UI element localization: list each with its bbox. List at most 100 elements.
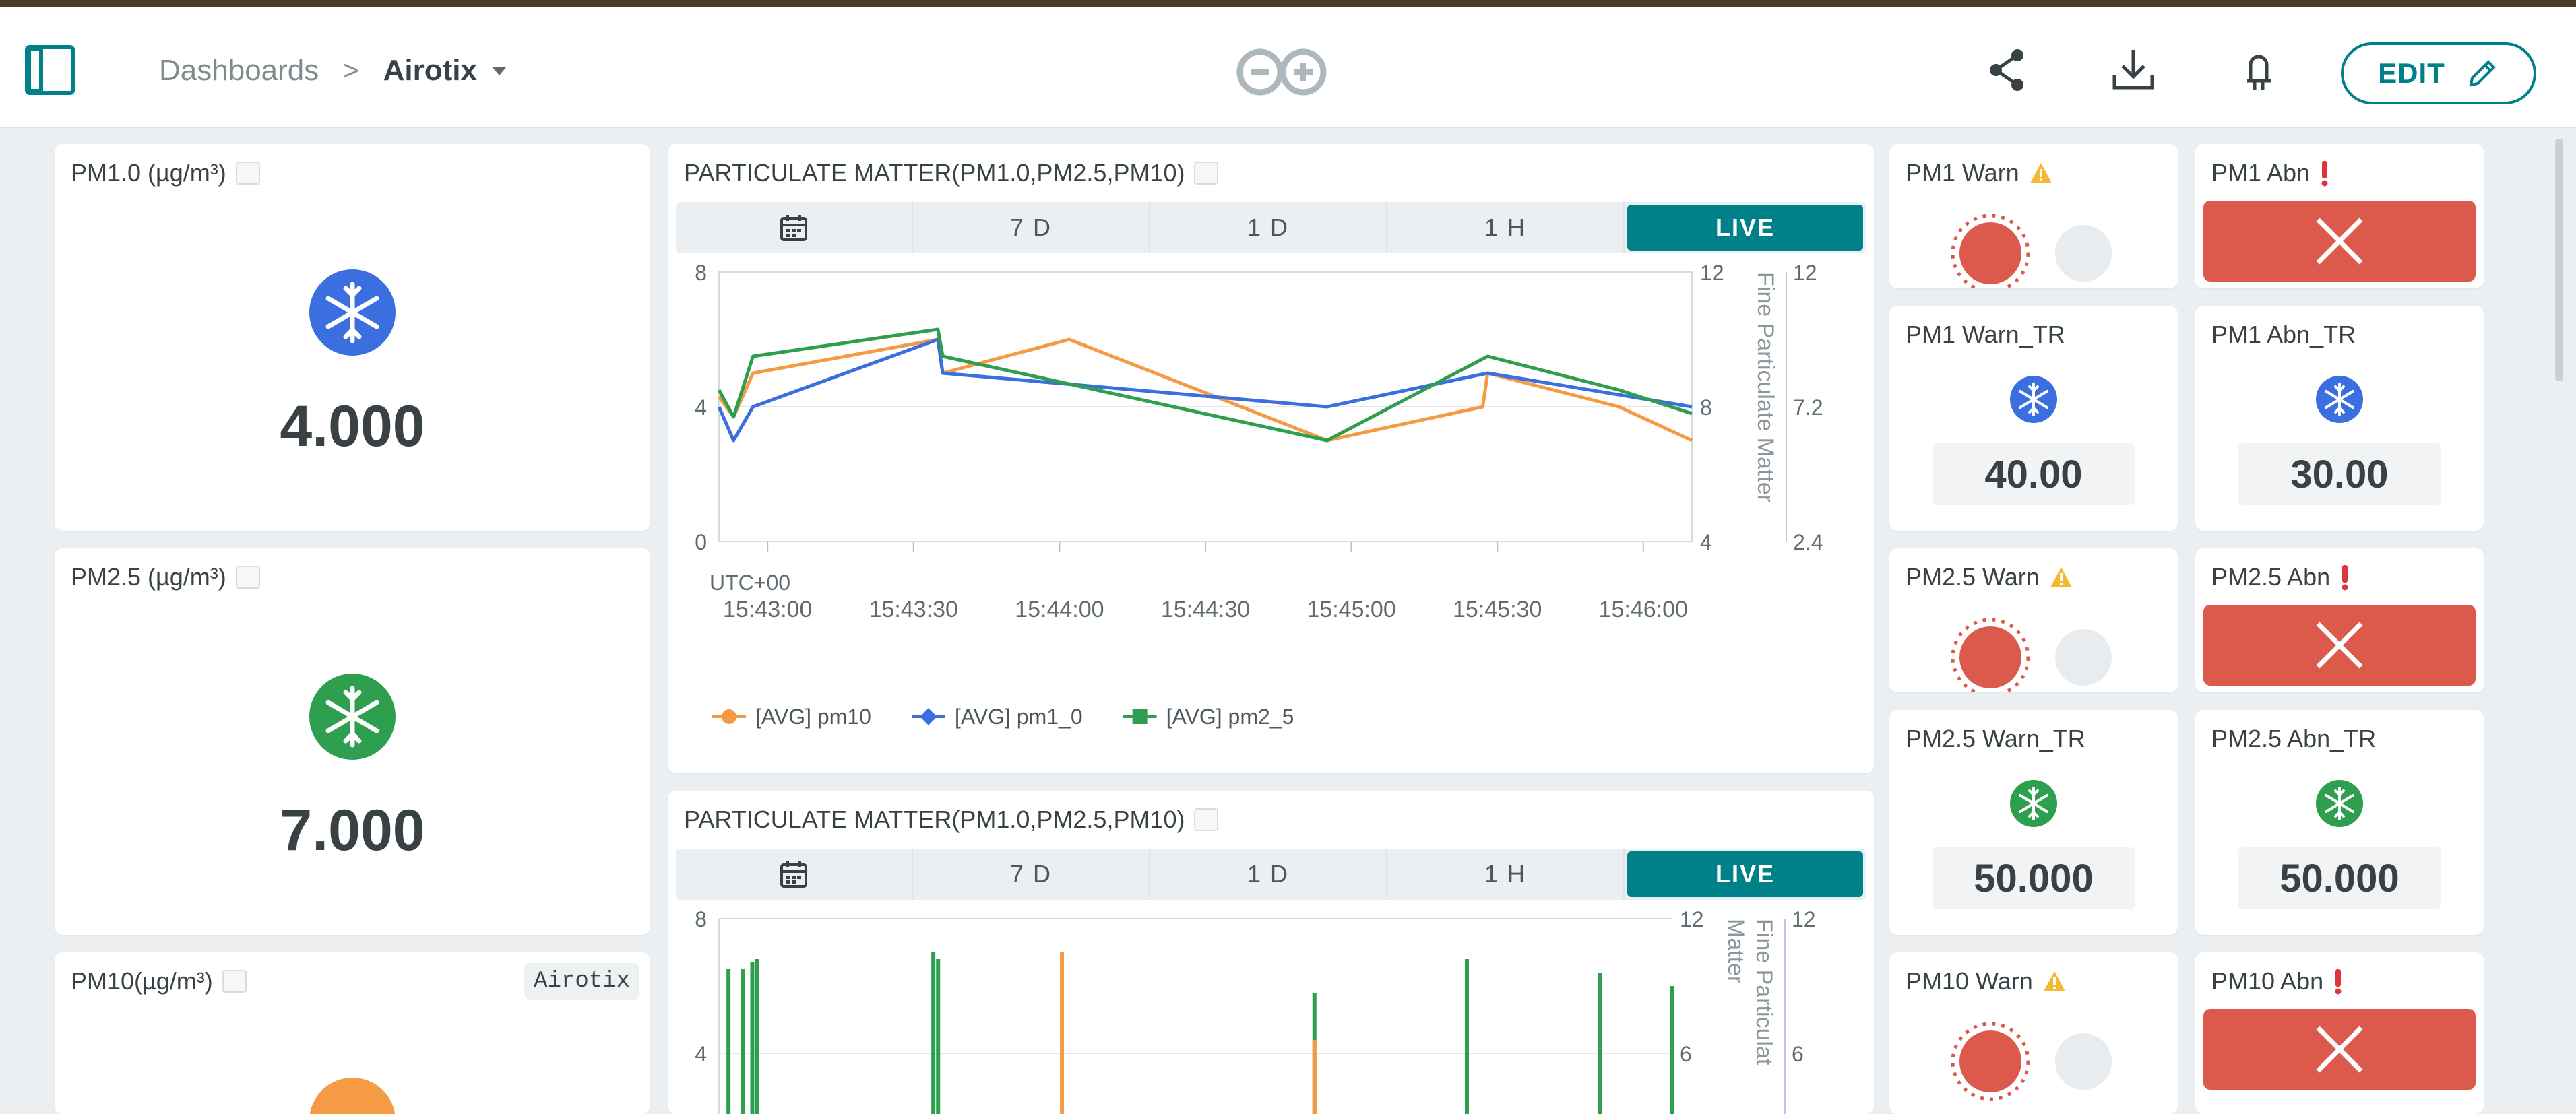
bar-pm2_5: [1464, 959, 1469, 1114]
widget-title: PM2.5 Warn_TR: [1906, 725, 2085, 753]
x-tick-label: 15:45:00: [1307, 597, 1395, 622]
particulate-matter-bar-chart-widget[interactable]: PARTICULATE MATTER(PM1.0,PM2.5,PM10) 7 D…: [668, 791, 1874, 1114]
particulate-matter-chart-widget[interactable]: PARTICULATE MATTER(PM1.0,PM2.5,PM10) 7 D…: [668, 144, 1874, 773]
edit-button[interactable]: EDIT: [2341, 42, 2536, 104]
dashboard-name[interactable]: Airotix: [383, 54, 477, 87]
pm10-value-widget[interactable]: PM10(µg/m³) Airotix: [55, 952, 650, 1114]
status-widget-pm1-abn-tr[interactable]: PM1 Abn_TR 30.00: [2195, 306, 2484, 531]
status-widget-title: PM10 Abn: [2211, 967, 2324, 995]
page-scrollbar[interactable]: [2555, 139, 2563, 381]
tab-7d[interactable]: 7 D: [913, 849, 1150, 900]
pm1-widget-title: PM1.0 (µg/m³): [71, 159, 226, 187]
threshold-value-input[interactable]: 40.00: [1933, 443, 2135, 505]
series-line--avg-pm1-0: [717, 337, 1693, 443]
breadcrumb-dashboards-link[interactable]: Dashboards: [159, 54, 319, 87]
threshold-value-input[interactable]: 30.00: [2238, 443, 2441, 505]
status-widget-pm2-5-warn-tr[interactable]: PM2.5 Warn_TR 50.000: [1889, 710, 2178, 935]
chart-title-row: PARTICULATE MATTER(PM1.0,PM2.5,PM10): [684, 806, 1219, 834]
status-widget-title: PM2.5 Abn: [2211, 563, 2331, 591]
bar-pm10: [1312, 1040, 1317, 1114]
status-widget-pm1-warn[interactable]: PM1 Warn: [1889, 144, 2178, 288]
arduino-logo-icon: [1236, 48, 1327, 96]
breadcrumb-separator: >: [343, 55, 359, 86]
alarm-state-button[interactable]: [2203, 605, 2476, 686]
tab-live[interactable]: LIVE: [1627, 205, 1863, 251]
status-widget-pm10-abn[interactable]: PM10 Abn: [2195, 952, 2484, 1114]
y-tick-label: 8: [695, 261, 707, 285]
x-tick-label: 15:43:30: [869, 597, 958, 622]
status-widget-title: PM2.5 Abn_TR: [2211, 725, 2377, 752]
status-widget-title: PM2.5 Warn: [1906, 563, 2040, 591]
share-icon[interactable]: [1984, 46, 2032, 94]
tab-1d[interactable]: 1 D: [1150, 849, 1387, 900]
series-line--avg-pm2-5: [717, 327, 1693, 443]
y-tick-label: 4: [695, 395, 707, 420]
y-right-axis-label: Fine Particulate Matter: [1753, 272, 1778, 502]
snowflake-icon: [2010, 780, 2057, 827]
calendar-icon: [780, 215, 807, 241]
status-widget-title: PM1 Abn_TR: [2211, 321, 2356, 348]
tab-1h[interactable]: 1 H: [1387, 202, 1625, 253]
pm25-value-widget[interactable]: PM2.5 (µg/m³) 7.000: [55, 548, 650, 935]
x-tick-label: 15:44:30: [1161, 597, 1250, 622]
legend-marker-diamond: [920, 708, 937, 725]
top-accent-strip: [0, 0, 2576, 7]
widget-title: PM1.0 (µg/m³): [71, 159, 260, 187]
image-placeholder-icon: [1194, 808, 1219, 831]
legend-label: [AVG] pm10: [755, 705, 871, 729]
bar-pm2_5: [726, 969, 731, 1114]
status-widget-pm10-warn[interactable]: PM10 Warn: [1889, 952, 2178, 1114]
tab-1d[interactable]: 1 D: [1150, 202, 1387, 253]
legend-marker-circle: [722, 709, 736, 724]
widget-title: PM10 Warn: [1906, 967, 2067, 995]
status-widget-pm1-warn-tr[interactable]: PM1 Warn_TR 40.00: [1889, 306, 2178, 531]
tab-7d[interactable]: 7 D: [913, 202, 1150, 253]
chart-title: PARTICULATE MATTER(PM1.0,PM2.5,PM10): [684, 806, 1185, 833]
widget-title: PM2.5 Abn_TR: [2211, 725, 2376, 753]
bar-pm2_5: [755, 959, 759, 1114]
alarm-state-button[interactable]: [2203, 1009, 2476, 1090]
tab-calendar[interactable]: [676, 202, 913, 253]
pm1-value-widget[interactable]: PM1.0 (µg/m³) 4.000: [55, 144, 650, 531]
widget-title: PM10 Abn: [2211, 967, 2344, 995]
status-widget-pm2-5-abn-tr[interactable]: PM2.5 Abn_TR 50.000: [2195, 710, 2484, 935]
alarm-state-button[interactable]: [2203, 201, 2476, 282]
notifications-icon[interactable]: [2234, 46, 2283, 94]
calendar-icon: [780, 861, 807, 888]
snowflake-icon: [2316, 376, 2363, 423]
warning-icon: [2030, 163, 2052, 183]
threshold-value-input[interactable]: 50.000: [2238, 847, 2441, 909]
legend-marker-square: [1132, 709, 1148, 724]
red-light-on: [1959, 222, 2021, 284]
status-widget-pm1-abn[interactable]: PM1 Abn: [2195, 144, 2484, 288]
pm1-value: 4.000: [280, 394, 425, 459]
image-placeholder-icon: [235, 162, 260, 185]
tab-calendar[interactable]: [676, 849, 913, 900]
status-widget-title: PM10 Warn: [1906, 967, 2033, 995]
status-widget-title: PM1 Abn: [2211, 159, 2311, 187]
red-light-on: [1959, 626, 2021, 688]
status-widget-title: PM1 Warn_TR: [1906, 321, 2065, 348]
bar-pm2_5: [936, 959, 941, 1114]
legend-label: [AVG] pm2_5: [1166, 705, 1294, 729]
y-tick-label: 8: [695, 907, 707, 931]
tab-live[interactable]: LIVE: [1627, 851, 1863, 897]
time-range-tabs: 7 D 1 D 1 H LIVE: [676, 849, 1866, 900]
status-widget-pm2-5-warn[interactable]: PM2.5 Warn: [1889, 548, 2178, 692]
x-tick-label: 15:43:00: [723, 597, 812, 622]
tab-1h[interactable]: 1 H: [1387, 849, 1625, 900]
pencil-icon: [2469, 60, 2496, 87]
threshold-value-input[interactable]: 50.000: [1933, 847, 2135, 909]
sidebar-toggle-icon[interactable]: [24, 44, 75, 96]
bar-pm2_5: [741, 969, 745, 1114]
pm25-value: 7.000: [280, 798, 425, 863]
device-tag: Airotix: [524, 963, 639, 1000]
download-icon[interactable]: [2109, 46, 2158, 94]
y-right-axis-label: Matter: [1723, 919, 1749, 983]
bar-pm2_5: [1670, 986, 1674, 1114]
y-right-tick-label: 4: [1700, 530, 1712, 554]
snowflake-icon: [2010, 376, 2057, 423]
chevron-down-icon[interactable]: [491, 66, 507, 75]
status-widget-pm2-5-abn[interactable]: PM2.5 Abn: [2195, 548, 2484, 692]
